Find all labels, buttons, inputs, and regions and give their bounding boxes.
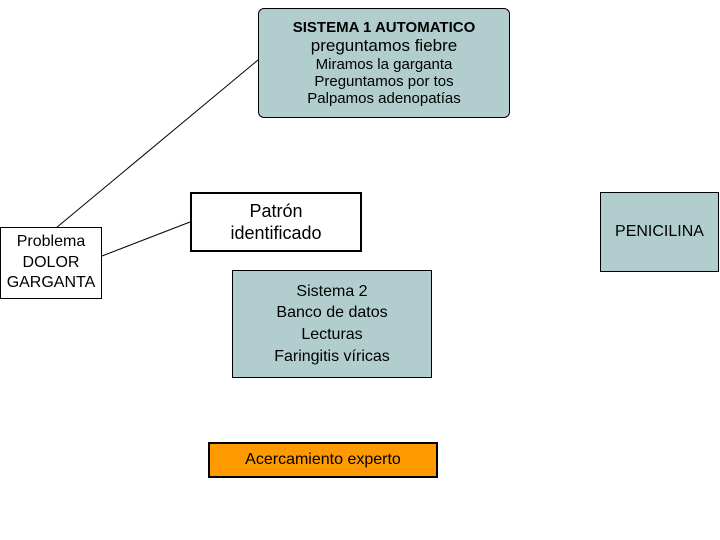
sistema1-line5: Palpamos adenopatías — [307, 90, 460, 107]
sistema2-line4: Faringitis víricas — [274, 346, 390, 368]
sistema1-line4: Preguntamos por tos — [314, 73, 453, 90]
node-problema: Problema DOLOR GARGANTA — [0, 227, 102, 299]
patron-line2: identificado — [230, 222, 321, 245]
node-sistema1: SISTEMA 1 AUTOMATICO preguntamos fiebre … — [258, 8, 510, 118]
node-acercamiento: Acercamiento experto — [208, 442, 438, 478]
problema-line2: DOLOR — [23, 253, 80, 274]
problema-line1: Problema — [17, 232, 85, 253]
sistema2-line1: Sistema 2 — [296, 281, 367, 303]
sistema2-line3: Lecturas — [301, 324, 362, 346]
sistema1-title: SISTEMA 1 AUTOMATICO — [293, 19, 476, 36]
node-sistema2: Sistema 2 Banco de datos Lecturas Faring… — [232, 270, 432, 378]
sistema1-line2: preguntamos fiebre — [311, 36, 457, 56]
problema-line3: GARGANTA — [7, 273, 96, 294]
node-patron: Patrón identificado — [190, 192, 362, 252]
patron-line1: Patrón — [249, 200, 302, 223]
acercamiento-text: Acercamiento experto — [245, 451, 401, 469]
sistema2-line2: Banco de datos — [276, 302, 387, 324]
node-penicilina: PENICILINA — [600, 192, 719, 272]
penicilina-text: PENICILINA — [615, 223, 704, 241]
sistema1-line3: Miramos la garganta — [316, 56, 453, 73]
